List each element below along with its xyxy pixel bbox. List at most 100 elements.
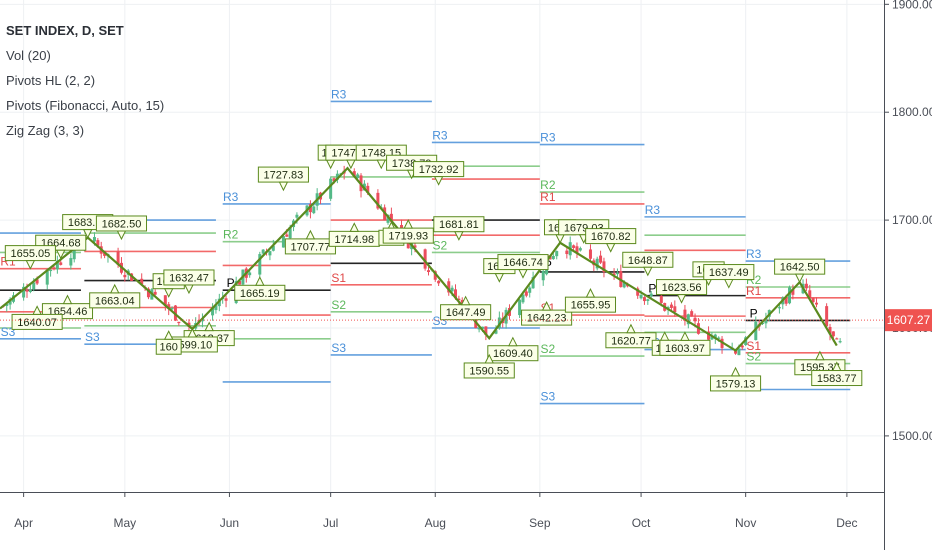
candle xyxy=(28,289,32,292)
pivot-label-r1: R1 xyxy=(540,190,556,204)
candle xyxy=(92,237,96,242)
legend-pivots-fibonacci[interactable]: Pivots (Fibonacci, Auto, 15) xyxy=(6,98,165,113)
label-text: 1655.95 xyxy=(571,300,611,312)
candle xyxy=(521,294,525,303)
pivot-label-r3: R3 xyxy=(223,190,239,204)
x-tick-label: Dec xyxy=(836,516,857,530)
candle xyxy=(602,261,606,273)
candle xyxy=(140,278,144,285)
pivot-label-s3: S3 xyxy=(331,341,346,355)
pivot-point-label: 1732.92 xyxy=(413,161,465,186)
label-text: 1647.49 xyxy=(446,307,486,319)
last-price-tag[interactable]: 1607.27 xyxy=(885,309,932,332)
candle xyxy=(433,271,437,280)
candle xyxy=(811,298,815,303)
label-pointer xyxy=(605,243,616,253)
legend-pivots-hl[interactable]: Pivots HL (2, 2) xyxy=(6,73,96,88)
x-tick-label: Oct xyxy=(632,516,651,530)
label-pointer xyxy=(626,323,636,334)
pivot-point-label: 1623.56 xyxy=(656,279,708,304)
candle xyxy=(595,258,599,269)
candle xyxy=(838,341,842,343)
legend-zigzag[interactable]: Zig Zag (3, 3) xyxy=(6,123,85,138)
pivot-label-s3: S3 xyxy=(541,390,556,404)
candle xyxy=(123,274,127,278)
candle xyxy=(690,311,694,317)
label-text: 1640.07 xyxy=(17,317,57,329)
pivot-label-s2: S2 xyxy=(433,238,448,252)
label-pointer xyxy=(723,279,734,289)
pivot-point-label: 1609.40 xyxy=(487,336,539,362)
candle xyxy=(96,240,100,246)
legend: SET INDEX, D, SET Vol (20) Pivots HL (2,… xyxy=(6,18,164,143)
candle xyxy=(167,304,171,310)
pivot-point-label: 1637.49 xyxy=(703,264,755,289)
candle xyxy=(828,326,832,335)
candle xyxy=(281,236,285,248)
label-text: 1663.04 xyxy=(95,295,135,307)
candle xyxy=(494,330,498,334)
candle xyxy=(754,321,758,341)
candle xyxy=(146,288,150,298)
candle xyxy=(572,245,576,248)
pivot-point-label: 1714.98 xyxy=(328,222,380,247)
candle xyxy=(575,246,579,254)
label-text: 1590.55 xyxy=(469,365,509,377)
legend-volume[interactable]: Vol (20) xyxy=(6,48,51,63)
pivot-label-r3: R3 xyxy=(331,87,347,101)
pivot-point-label: 1646.74 xyxy=(497,254,549,279)
candle xyxy=(116,251,120,265)
label-pointer xyxy=(676,294,687,304)
label-pointer xyxy=(643,266,653,277)
candle xyxy=(427,270,431,273)
candle xyxy=(163,295,167,306)
label-text: 1583.77 xyxy=(817,373,857,385)
label-pointer xyxy=(494,273,505,283)
candle xyxy=(5,303,9,306)
pivot-point-label: 1603.97 xyxy=(659,331,711,356)
candle xyxy=(211,307,215,316)
pivot-point-label: 1681.81 xyxy=(433,216,485,241)
x-tick-label: Apr xyxy=(14,516,33,530)
candle xyxy=(737,348,741,356)
candle xyxy=(312,206,316,214)
candle xyxy=(447,281,451,293)
candle xyxy=(804,283,808,289)
pivot-point-label: 1579.13 xyxy=(709,366,762,392)
pivot-point-label: 1632.47 xyxy=(163,269,215,295)
candle xyxy=(268,251,272,256)
candle xyxy=(612,273,616,275)
label-text: 1719.93 xyxy=(388,231,428,243)
candle xyxy=(777,307,781,309)
candle xyxy=(831,331,835,337)
pivot-point-label: 1642.23 xyxy=(521,300,573,326)
pivot-point-label: 1648.87 xyxy=(622,251,674,277)
label-pointer xyxy=(55,249,66,260)
candle xyxy=(214,305,218,311)
pivot-point-label: 1682.50 xyxy=(95,215,148,241)
candle xyxy=(835,338,839,340)
label-pointer xyxy=(454,231,464,241)
label-pointer xyxy=(109,283,120,294)
label-text: 1648.87 xyxy=(628,255,668,267)
candle xyxy=(352,171,356,178)
candle xyxy=(788,287,792,304)
pivot-label-p: P xyxy=(227,276,235,290)
pivot-label-s3: S3 xyxy=(85,330,100,344)
x-tick-label: Sep xyxy=(529,516,551,530)
label-pointer xyxy=(254,276,265,286)
label-text: 1637.49 xyxy=(709,267,749,279)
pivot-label-s1: S1 xyxy=(331,271,346,285)
label-pointer xyxy=(541,300,552,311)
candle xyxy=(659,295,663,303)
chart-title: SET INDEX, D, SET xyxy=(6,23,124,38)
label-pointer xyxy=(349,222,360,232)
label-pointer xyxy=(82,229,93,239)
candle xyxy=(791,288,795,295)
candle xyxy=(285,234,289,237)
label-pointer xyxy=(163,288,174,298)
label-pointer xyxy=(325,159,336,170)
candle xyxy=(329,178,333,199)
x-tick-label: Jul xyxy=(323,516,338,530)
candle xyxy=(170,308,174,310)
